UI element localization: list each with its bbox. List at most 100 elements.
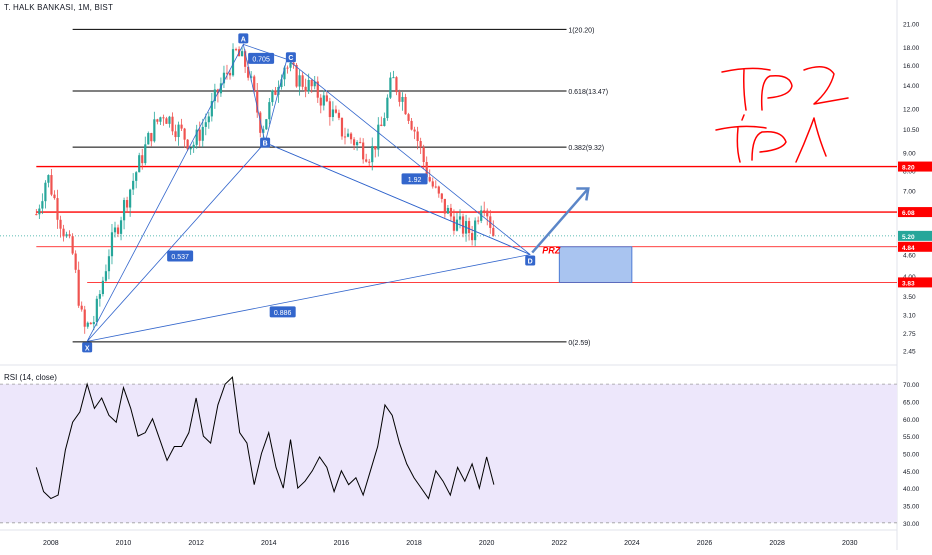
candle-body	[101, 280, 104, 295]
y-tick-label: 14.00	[903, 83, 920, 90]
candle-body	[474, 220, 477, 241]
pattern-line-ac	[243, 44, 288, 60]
x-tick-label: 2008	[43, 540, 59, 547]
candle-body	[126, 200, 129, 208]
candle-body	[89, 322, 92, 325]
x-tick-label: 2018	[406, 540, 422, 547]
candle-body	[59, 219, 62, 229]
candle-body	[328, 101, 331, 118]
candle-body	[301, 75, 304, 87]
y-tick-label: 10.50	[903, 127, 920, 134]
pattern-point-box	[285, 52, 296, 63]
candle-body	[395, 77, 398, 93]
y-tick-label: 21.00	[903, 21, 920, 28]
candle-body	[201, 126, 204, 141]
candle-body	[386, 97, 389, 119]
candle-body	[262, 129, 265, 133]
fib-label: 0.382(9.32)	[568, 145, 604, 152]
ratio-box	[248, 52, 275, 64]
pattern-point-box	[260, 137, 271, 148]
price-label-box	[898, 241, 932, 252]
candle-body	[47, 175, 50, 183]
ratio-label: 0.537	[171, 254, 189, 261]
candle-body	[425, 161, 428, 178]
candle-body	[371, 146, 374, 163]
rsi-title: RSI (14, close)	[4, 373, 57, 382]
candle-body	[110, 232, 114, 257]
candle-body	[234, 49, 238, 51]
fib-label: 1(20.20)	[568, 27, 594, 34]
candle-body	[174, 131, 177, 138]
rsi-band	[0, 384, 897, 523]
candle-body	[346, 133, 350, 137]
candle-body	[250, 76, 253, 78]
x-tick-label: 2012	[188, 540, 204, 547]
candle-body	[65, 234, 68, 237]
candle-body	[292, 62, 295, 65]
candle-body	[68, 234, 71, 237]
candle-body	[77, 269, 80, 306]
candle-body	[192, 144, 195, 148]
candle-body	[483, 210, 486, 212]
candle-body	[280, 79, 283, 88]
candle-body	[210, 101, 213, 117]
candle-body	[183, 128, 186, 140]
pattern-point-label: D	[528, 259, 533, 266]
handwritten-tp2-digit	[803, 66, 849, 105]
candle-body	[135, 172, 138, 181]
x-tick-label: 2022	[551, 540, 567, 547]
pattern-point-box	[525, 255, 536, 266]
ratio-box	[401, 173, 428, 185]
rsi-tick-label: 60.00	[903, 417, 920, 424]
candle-body	[389, 77, 392, 98]
y-tick-label: 12.00	[903, 107, 920, 114]
y-tick-label: 9.00	[903, 150, 916, 157]
candle-body	[428, 177, 431, 182]
candle-body	[195, 129, 198, 145]
candle-body	[138, 155, 141, 173]
y-tick-label: 2.45	[903, 348, 916, 355]
y-tick-label: 4.60	[903, 253, 916, 260]
handwritten-tick	[741, 114, 745, 121]
candle-body	[38, 208, 41, 215]
rsi-tick-label: 45.00	[903, 469, 920, 476]
candle-body	[410, 120, 413, 130]
candle-body	[162, 117, 165, 119]
candle-body	[159, 117, 162, 122]
candle-body	[213, 89, 216, 102]
candle-body	[455, 219, 459, 231]
candle-body	[144, 144, 147, 164]
target-arrow	[531, 187, 590, 254]
candle-body	[304, 86, 307, 92]
candle-body	[171, 116, 174, 132]
candle-body	[331, 109, 334, 118]
candle-body	[86, 322, 89, 327]
candle-body	[334, 109, 338, 113]
candle-body	[413, 129, 416, 132]
y-tick-label: 8.00	[903, 168, 916, 175]
candle-body	[186, 139, 189, 150]
price-label: 8.20	[902, 165, 915, 172]
candle-body	[129, 189, 132, 208]
candle-body	[122, 200, 126, 221]
x-tick-label: 2024	[624, 540, 640, 547]
candle-body	[289, 62, 292, 68]
candle-body	[283, 67, 286, 80]
candle-body	[98, 294, 101, 299]
candle-body	[107, 256, 111, 272]
candle-body	[325, 95, 328, 102]
price-label-box	[898, 230, 932, 241]
price-label: 5.20	[902, 234, 915, 241]
candle-body	[359, 142, 362, 144]
candle-body	[53, 194, 56, 199]
x-tick-label: 2010	[116, 540, 132, 547]
x-tick-label: 2016	[334, 540, 350, 547]
ratio-label: 0.886	[274, 310, 292, 317]
candle-body	[316, 81, 319, 98]
candle-body	[467, 221, 471, 234]
candle-body	[422, 147, 425, 162]
candle-body	[56, 198, 59, 220]
candle-body	[431, 181, 434, 187]
candle-body	[153, 119, 156, 142]
pattern-point-label: B	[263, 141, 268, 148]
